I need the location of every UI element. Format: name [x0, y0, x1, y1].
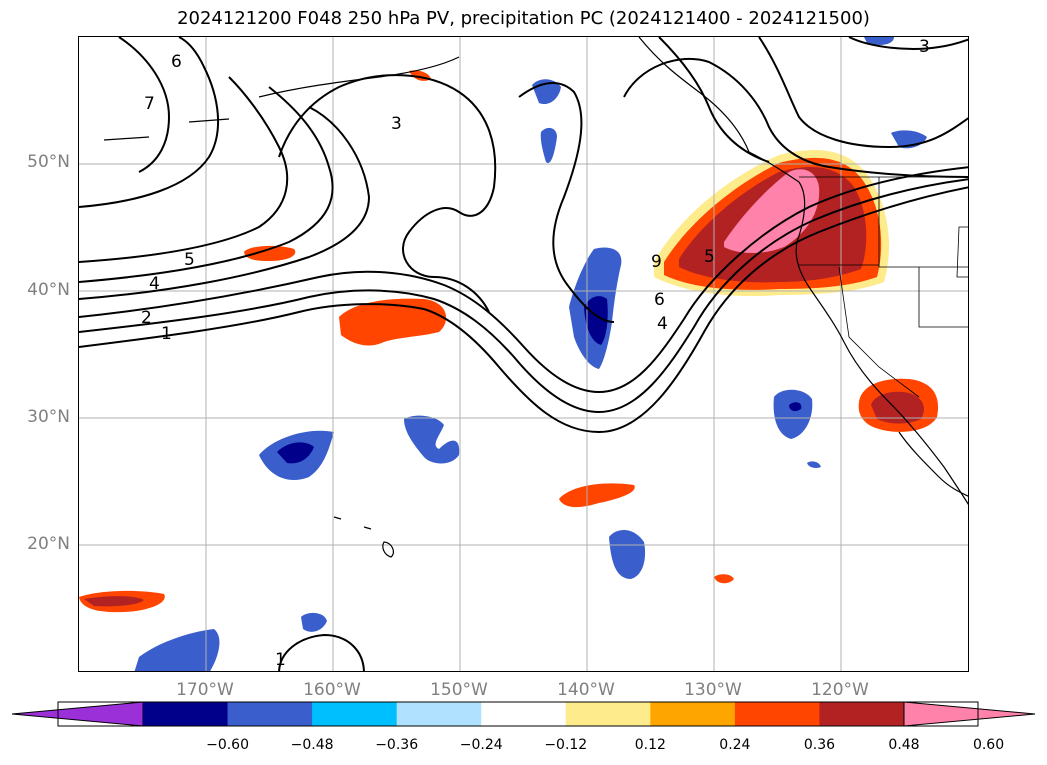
- precip-negative-region: [134, 629, 220, 671]
- lon-label-140w: 140°W: [557, 680, 615, 700]
- contour-label: 5: [704, 247, 715, 267]
- contour-label: 6: [171, 52, 182, 72]
- contour-label: 3: [919, 37, 930, 57]
- contour-label: 5: [184, 250, 195, 270]
- colorbar-tick-label: −0.12: [544, 737, 588, 753]
- colorbar-swatch: [819, 702, 905, 726]
- colorbar-swatch: [734, 702, 820, 726]
- contour-label: 9: [651, 252, 662, 272]
- precip-negative-region: [807, 461, 821, 468]
- colorbar-swatch: [565, 702, 651, 726]
- precip-negative-region: [277, 442, 314, 464]
- lat-label-20: 20°N: [27, 534, 70, 554]
- precip-positive-region: [714, 574, 734, 584]
- graticule: [79, 37, 968, 671]
- colorbar-tick-label: 0.36: [803, 737, 836, 753]
- lon-label-120w: 120°W: [811, 680, 869, 700]
- pv-contours: [79, 37, 968, 671]
- contour-label: 4: [149, 274, 160, 294]
- colorbar-tick-label: 0.12: [634, 737, 666, 753]
- contour-label: 7: [144, 94, 155, 114]
- colorbar-swatch: [903, 701, 1036, 727]
- colorbar-tick-label: 0.48: [888, 737, 920, 753]
- precip-positive-region: [339, 298, 447, 346]
- colorbar: [11, 701, 1036, 727]
- colorbar-swatch: [11, 701, 144, 727]
- colorbar-swatch: [396, 702, 482, 726]
- map-title: 2024121200 F048 250 hPa PV, precipitatio…: [177, 8, 870, 29]
- precip-negative-region: [584, 296, 608, 345]
- precip-negative-region: [789, 402, 802, 412]
- map-panel: 6 7 3 3 5 4 2 1 5 6 4 9 1: [78, 36, 969, 672]
- precip-positive-region: [559, 483, 635, 508]
- coastlines: [103, 37, 968, 558]
- colorbar-tick-label: 0.60: [972, 737, 1005, 753]
- lon-label-160w: 160°W: [303, 680, 361, 700]
- colorbar-tick-label: −0.48: [290, 737, 334, 753]
- contour-label: 1: [161, 324, 172, 344]
- precip-positive-region: [724, 169, 820, 253]
- lon-label-130w: 130°W: [684, 680, 742, 700]
- pv-contour-labels: 6 7 3 3 5 4 2 1 5 6 4 9 1: [141, 37, 930, 670]
- colorbar-tick-label: −0.36: [375, 737, 419, 753]
- colorbar-tick-label: −0.60: [206, 737, 249, 753]
- precip-negative-region: [609, 530, 646, 579]
- precip-negative-region: [404, 415, 460, 464]
- precip-negative-region: [540, 127, 557, 163]
- precip-positive-region: [244, 245, 296, 261]
- precip-negative-region: [864, 37, 894, 45]
- precip-positive-region: [84, 596, 144, 607]
- lon-label-170w: 170°W: [176, 680, 234, 700]
- colorbar-tick-label: −0.24: [459, 737, 503, 753]
- precip-negative-region: [301, 612, 327, 632]
- contour-label: 3: [391, 114, 402, 134]
- contour-label: 6: [654, 290, 665, 310]
- lon-label-150w: 150°W: [430, 680, 488, 700]
- precip-negative-region: [773, 389, 813, 439]
- precip-positive-region: [871, 391, 924, 424]
- colorbar-swatches: [11, 701, 1036, 727]
- lat-label-30: 30°N: [27, 407, 70, 427]
- colorbar-swatch: [312, 702, 398, 726]
- precip-shading: [79, 37, 939, 671]
- contour-label: 4: [657, 314, 668, 334]
- contour-label: 2: [141, 308, 152, 328]
- colorbar-tick-label: 0.24: [719, 737, 751, 753]
- colorbar-swatch: [227, 702, 313, 726]
- lat-label-50: 50°N: [27, 152, 70, 172]
- colorbar-swatch: [481, 702, 567, 726]
- colorbar-swatch: [650, 702, 736, 726]
- contour-label: 1: [275, 650, 286, 670]
- lat-label-40: 40°N: [27, 280, 70, 300]
- map-canvas: 6 7 3 3 5 4 2 1 5 6 4 9 1: [79, 37, 968, 671]
